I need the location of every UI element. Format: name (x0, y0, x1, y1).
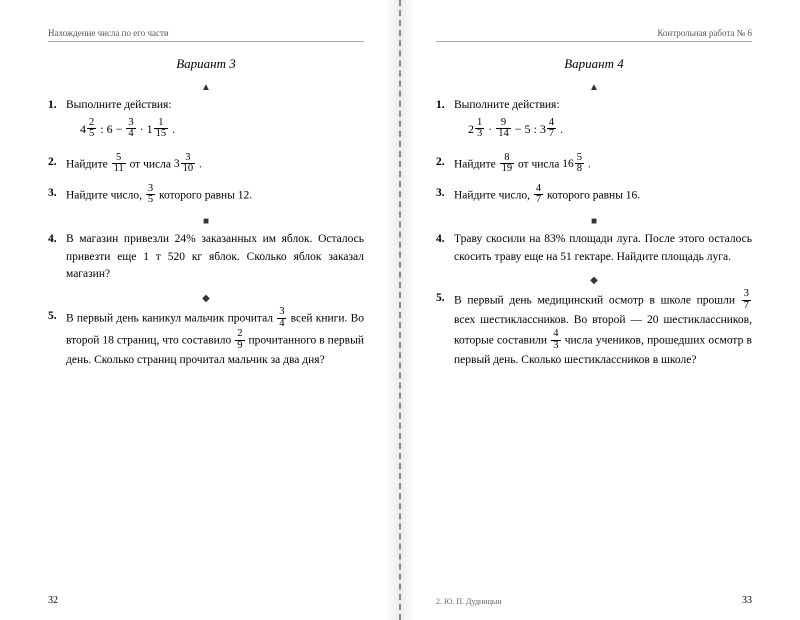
problem-3-left: 3. Найдите число, 35 которого равны 12. (48, 185, 364, 207)
problem-5-right: 5. В первый день медицинский осмотр в шк… (436, 290, 752, 370)
p3-num: 3. (48, 185, 66, 207)
gutter-shadow (386, 0, 400, 620)
variant-title-left: Вариант 3 (48, 56, 364, 72)
p2-num: 2. (48, 154, 66, 176)
p5-text: В первый день каникул мальчик прочитал 3… (66, 308, 364, 370)
p3-text: Найдите число, 47 которого равны 16. (454, 185, 752, 207)
header-left: Нахождение числа по его части (48, 28, 364, 42)
p5-text: В первый день медицинский осмотр в школе… (454, 290, 752, 370)
problem-4-right: 4. Траву скосили на 83% площади луга. По… (436, 231, 752, 267)
problem-2-right: 2. Найдите 819 от числа 1658 . (436, 154, 752, 176)
marker-diamond: ◆ (436, 275, 752, 286)
p2-num: 2. (436, 154, 454, 176)
p2-text: Найдите 511 от числа 3310 . (66, 154, 364, 176)
p5-num: 5. (436, 290, 454, 370)
p1-text: Выполните действия: (66, 99, 172, 111)
p1-formula: 213 · 914 − 5 : 347 . (468, 119, 752, 141)
page-number-left: 32 (48, 595, 58, 606)
right-page: Контрольная работа № 6 Вариант 4 ▲ 1. Вы… (400, 0, 800, 620)
p4-text: Траву скосили на 83% площади луга. После… (454, 231, 752, 267)
marker-diamond: ◆ (48, 293, 364, 304)
variant-title-right: Вариант 4 (436, 56, 752, 72)
footer-credit: 2. Ю. П. Дудницын (436, 597, 502, 606)
p3-num: 3. (436, 185, 454, 207)
problem-2-left: 2. Найдите 511 от числа 3310 . (48, 154, 364, 176)
marker-triangle: ▲ (48, 82, 364, 93)
p1-text: Выполните действия: (454, 99, 560, 111)
p4-num: 4. (436, 231, 454, 267)
p1-num: 1. (48, 97, 66, 145)
problem-5-left: 5. В первый день каникул мальчик прочита… (48, 308, 364, 370)
problem-3-right: 3. Найдите число, 47 которого равны 16. (436, 185, 752, 207)
problem-1-right: 1. Выполните действия: 213 · 914 − 5 : 3… (436, 97, 752, 145)
marker-square: ■ (436, 216, 752, 227)
marker-triangle: ▲ (436, 82, 752, 93)
book-spine (399, 0, 401, 620)
page-number-right: 33 (742, 595, 752, 606)
gutter-shadow (400, 0, 414, 620)
p2-text: Найдите 819 от числа 1658 . (454, 154, 752, 176)
header-right: Контрольная работа № 6 (436, 28, 752, 42)
p4-num: 4. (48, 231, 66, 284)
marker-square: ■ (48, 216, 364, 227)
problem-1-left: 1. Выполните действия: 425 : 6 − 34 · 11… (48, 97, 364, 145)
p5-num: 5. (48, 308, 66, 370)
p3-text: Найдите число, 35 которого равны 12. (66, 185, 364, 207)
problem-4-left: 4. В магазин привезли 24% заказанных им … (48, 231, 364, 284)
p1-num: 1. (436, 97, 454, 145)
left-page: Нахождение числа по его части Вариант 3 … (0, 0, 400, 620)
p1-formula: 425 : 6 − 34 · 1115 . (80, 119, 364, 141)
p4-text: В магазин привезли 24% заказанных им ябл… (66, 231, 364, 284)
